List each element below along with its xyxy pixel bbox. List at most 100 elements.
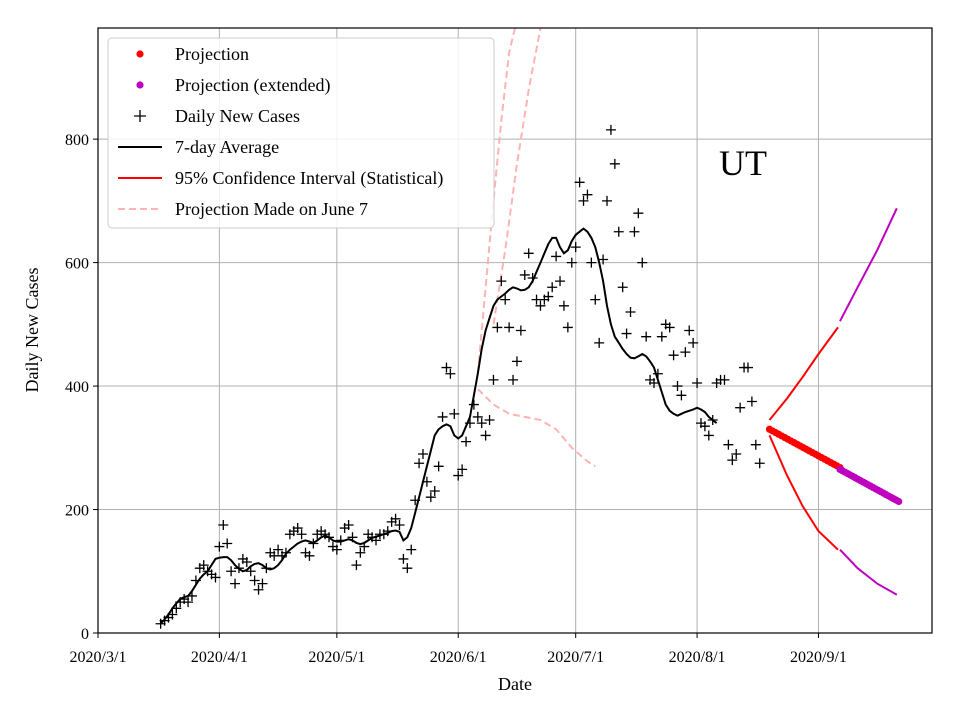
daily-new-cases-point bbox=[731, 448, 742, 459]
legend-label: Projection (extended) bbox=[175, 75, 330, 96]
confidence-interval-upper-line bbox=[768, 326, 839, 421]
daily-new-cases-point bbox=[637, 257, 648, 268]
daily-new-cases-point bbox=[394, 519, 405, 530]
daily-new-cases-point bbox=[586, 257, 597, 268]
x-tick-label: 2020/7/1 bbox=[547, 649, 604, 666]
daily-new-cases-point bbox=[351, 560, 362, 571]
daily-new-cases-point bbox=[331, 544, 342, 555]
daily-new-cases-point bbox=[476, 418, 487, 429]
legend-label: Daily New Cases bbox=[175, 106, 300, 126]
daily-new-cases-point bbox=[633, 208, 644, 219]
daily-new-cases-point bbox=[543, 291, 554, 302]
legend-label: 7-day Average bbox=[175, 137, 279, 157]
daily-new-cases-point bbox=[214, 541, 225, 552]
daily-new-cases-point bbox=[245, 566, 256, 577]
june7-projection-lower-line bbox=[477, 388, 596, 468]
y-tick-label: 800 bbox=[65, 132, 89, 149]
daily-new-cases-point bbox=[449, 408, 460, 419]
y-tick-label: 200 bbox=[65, 503, 89, 520]
legend-box bbox=[107, 37, 495, 229]
daily-new-cases-point bbox=[414, 458, 425, 469]
daily-new-cases-point bbox=[484, 415, 495, 426]
daily-new-cases-point bbox=[218, 519, 229, 530]
daily-new-cases-point bbox=[746, 396, 757, 407]
daily-new-cases-point bbox=[433, 461, 444, 472]
daily-new-cases-point bbox=[668, 350, 679, 361]
daily-new-cases-point bbox=[249, 575, 260, 586]
legend-marker bbox=[136, 81, 144, 89]
daily-new-cases-point bbox=[664, 322, 675, 333]
daily-new-cases-point bbox=[429, 486, 440, 497]
daily-new-cases-point bbox=[684, 325, 695, 336]
daily-new-cases-point bbox=[562, 322, 573, 333]
daily-new-cases-point bbox=[253, 584, 264, 595]
daily-new-cases-point bbox=[343, 519, 354, 530]
daily-new-cases-point bbox=[574, 177, 585, 188]
daily-new-cases-point bbox=[461, 436, 472, 447]
daily-new-cases-point bbox=[500, 294, 511, 305]
daily-new-cases-point bbox=[680, 347, 691, 358]
daily-new-cases-point bbox=[688, 337, 699, 348]
daily-new-cases-point bbox=[390, 513, 401, 524]
seven-day-average-line bbox=[159, 227, 718, 625]
plot-area bbox=[155, 28, 903, 629]
daily-new-cases-point bbox=[468, 399, 479, 410]
daily-new-cases-point bbox=[441, 362, 452, 373]
y-tick-label: 0 bbox=[81, 626, 89, 643]
june7-projection-upper-line bbox=[476, 28, 516, 374]
daily-new-cases-point bbox=[257, 578, 268, 589]
x-tick-label: 2020/9/1 bbox=[790, 649, 847, 666]
daily-new-cases-point bbox=[727, 455, 738, 466]
daily-new-cases-point bbox=[609, 158, 620, 169]
daily-new-cases-point bbox=[676, 390, 687, 401]
projection-extended-point bbox=[895, 497, 903, 506]
daily-new-cases-point bbox=[198, 560, 209, 571]
daily-new-cases-point bbox=[598, 254, 609, 265]
daily-new-cases-point bbox=[555, 276, 566, 287]
daily-new-cases-point bbox=[703, 430, 714, 441]
daily-new-cases-point bbox=[692, 377, 703, 388]
daily-new-cases-point bbox=[457, 464, 468, 475]
daily-new-cases-point bbox=[210, 572, 221, 583]
daily-new-cases-point bbox=[425, 492, 436, 503]
legend-label: Projection Made on June 7 bbox=[175, 199, 368, 219]
daily-new-cases-point bbox=[511, 356, 522, 367]
daily-new-cases-point bbox=[750, 439, 761, 450]
daily-new-cases-point bbox=[566, 257, 577, 268]
daily-new-cases-point bbox=[492, 322, 503, 333]
daily-new-cases-point bbox=[402, 563, 413, 574]
daily-new-cases-point bbox=[672, 381, 683, 392]
daily-new-cases-point bbox=[649, 377, 659, 388]
daily-new-cases-point bbox=[488, 374, 499, 385]
daily-new-cases-point bbox=[590, 294, 601, 305]
daily-new-cases-point bbox=[719, 374, 730, 385]
daily-new-cases-point bbox=[515, 325, 526, 336]
x-axis-title: Date bbox=[498, 674, 532, 694]
daily-new-cases-point bbox=[558, 300, 569, 311]
x-tick-label: 2020/3/1 bbox=[70, 649, 127, 666]
series-layer bbox=[155, 28, 903, 629]
daily-new-cases-point bbox=[472, 411, 483, 422]
legend-label: 95% Confidence Interval (Statistical) bbox=[175, 168, 443, 189]
daily-new-cases-point bbox=[437, 411, 448, 422]
daily-new-cases-point bbox=[355, 547, 366, 558]
plot-frame bbox=[97, 27, 933, 634]
daily-new-cases-point bbox=[406, 544, 417, 555]
daily-new-cases-point bbox=[398, 553, 409, 564]
daily-new-cases-point bbox=[241, 557, 252, 568]
daily-new-cases-point bbox=[230, 578, 241, 589]
confidence-interval-lower-line bbox=[768, 434, 839, 551]
daily-new-cases-point bbox=[629, 226, 640, 237]
y-tick-label: 400 bbox=[65, 379, 89, 396]
daily-new-cases-point bbox=[296, 529, 307, 540]
daily-new-cases-point bbox=[605, 124, 616, 135]
daily-new-cases-point bbox=[519, 269, 530, 280]
daily-new-cases-point bbox=[578, 195, 589, 206]
daily-new-cases-point bbox=[613, 226, 624, 237]
daily-new-cases-point bbox=[222, 538, 233, 549]
axes: 2020/3/1 2020/4/1 2020/5/1 2020/6/1 2020/7/1… bbox=[65, 132, 847, 666]
legend-marker bbox=[134, 110, 146, 122]
x-tick-label: 2020/4/1 bbox=[191, 649, 248, 666]
daily-new-cases-point bbox=[496, 276, 507, 287]
